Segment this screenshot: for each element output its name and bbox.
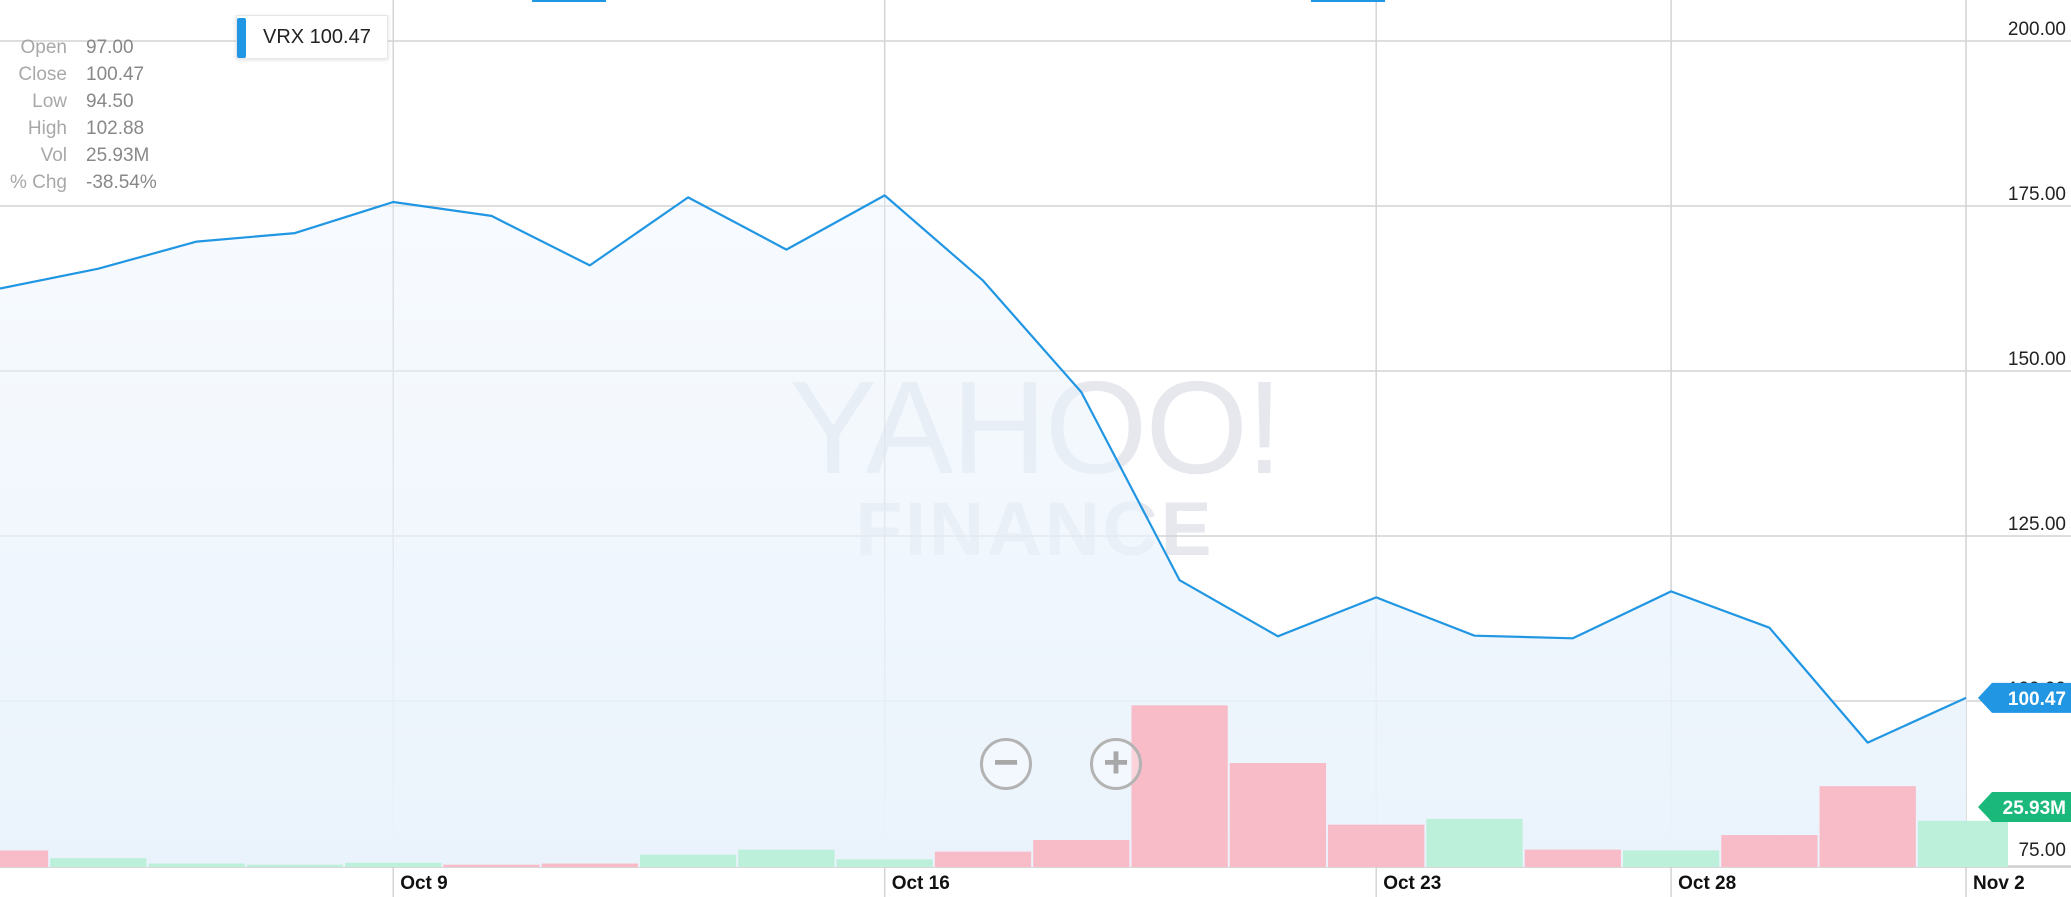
ohlc-row-pct-chg: % Chg -38.54% — [0, 169, 230, 196]
ohlc-label: Low — [32, 91, 67, 112]
last-volume-tag — [1978, 792, 2071, 822]
price-line — [0, 194, 1967, 744]
volume-bar — [345, 862, 442, 867]
ohlc-value: 25.93M — [86, 145, 150, 166]
y-tick-label: 125.00 — [2008, 514, 2066, 535]
y-tick-label: 150.00 — [2008, 349, 2066, 370]
plus-icon: + — [1103, 738, 1129, 787]
volume-bar — [738, 849, 835, 867]
volume-bar — [50, 858, 147, 867]
volume-bar — [541, 863, 638, 867]
price-area — [0, 195, 1966, 867]
top-range-marker — [532, 0, 606, 2]
ohlc-label: Vol — [40, 145, 67, 166]
volume-bar — [1819, 786, 1916, 867]
volume-bar — [1721, 835, 1818, 867]
ohlc-value: 100.47 — [86, 64, 145, 85]
x-tick-label: Oct 9 — [400, 873, 448, 894]
ohlc-label: Open — [20, 37, 67, 58]
ohlc-label: % Chg — [9, 172, 67, 193]
x-tick-label: Oct 28 — [1678, 873, 1736, 894]
ohlc-row-vol: Vol 25.93M — [0, 142, 230, 169]
ohlc-label: Close — [18, 64, 67, 85]
ohlc-row-open: Open 97.00 — [0, 34, 230, 61]
x-tick-label: Oct 16 — [892, 873, 950, 894]
price-area-fill — [0, 195, 1966, 867]
volume-bar — [148, 863, 245, 867]
volume-bar — [1033, 840, 1130, 867]
volume-bar — [836, 859, 933, 867]
minus-icon: − — [993, 738, 1019, 787]
volume-bar — [934, 851, 1032, 867]
y-tick-label: 75.00 — [2018, 840, 2066, 861]
volume-bar — [1229, 763, 1327, 867]
volume-bar — [1131, 705, 1228, 867]
volume-bars — [0, 705, 2008, 867]
ohlc-panel: Open 97.00 Close 100.47 Low 94.50 High 102.8… — [0, 34, 230, 196]
x-axis-ticks: Oct 9 Oct 16 Oct 23 Oct 28 Nov 2 — [400, 873, 2025, 894]
volume-bar — [639, 854, 737, 867]
series-legend[interactable]: VRX 100.47 — [236, 15, 388, 59]
x-tick-label: Nov 2 — [1973, 873, 2025, 894]
legend-color-swatch — [237, 18, 246, 58]
ohlc-row-close: Close 100.47 — [0, 61, 230, 88]
legend-label: VRX 100.47 — [263, 25, 371, 48]
ohlc-value: 102.88 — [86, 118, 145, 139]
top-range-marker — [1311, 0, 1385, 2]
volume-bar — [1917, 820, 2008, 867]
y-tick-label: 175.00 — [2008, 184, 2066, 205]
zoom-out-button[interactable]: − — [980, 738, 1032, 790]
volume-bar — [0, 850, 49, 867]
volume-bar — [1328, 824, 1425, 867]
volume-bar — [1426, 818, 1523, 867]
ohlc-row-low: Low 94.50 — [0, 88, 230, 115]
ohlc-value: 97.00 — [86, 37, 134, 58]
x-tick-label: Oct 23 — [1383, 873, 1441, 894]
zoom-in-button[interactable]: + — [1090, 738, 1142, 790]
volume-bar — [1524, 849, 1621, 867]
volume-bar — [246, 864, 344, 867]
y-tick-label: 200.00 — [2008, 19, 2066, 40]
ohlc-value: 94.50 — [86, 91, 134, 112]
last-price-tag — [1978, 682, 2071, 713]
ohlc-row-high: High 102.88 — [0, 115, 230, 142]
ohlc-value: -38.54% — [86, 172, 157, 193]
last-price-tag-label: 100.47 — [2008, 689, 2066, 710]
price-line-group — [0, 194, 1967, 744]
volume-bar — [443, 864, 540, 867]
axis-tags: 100.47 25.93M — [1978, 682, 2071, 822]
last-volume-tag-label: 25.93M — [2003, 798, 2066, 819]
volume-bar — [1622, 850, 1720, 867]
ohlc-label: High — [27, 118, 67, 139]
